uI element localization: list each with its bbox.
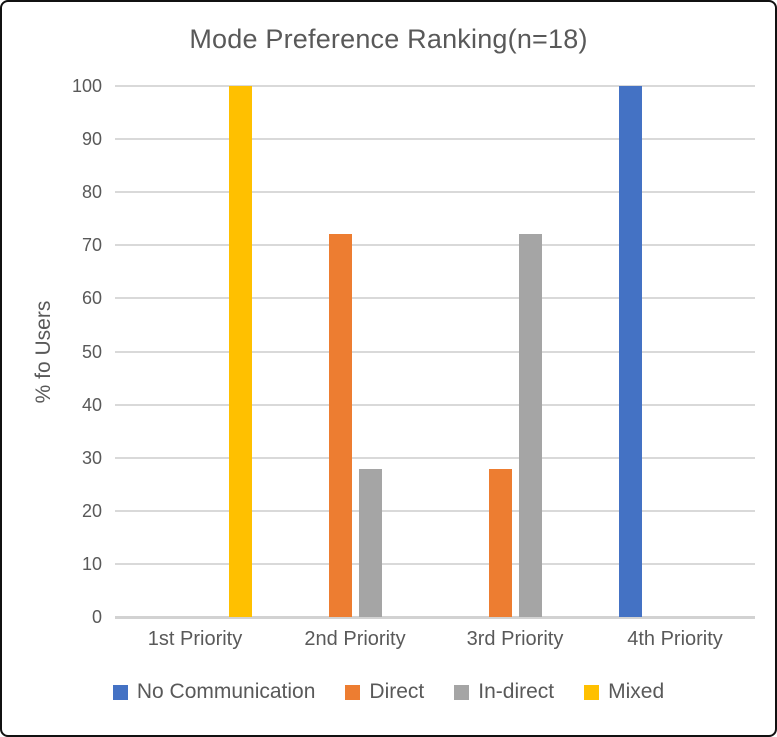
legend-item: Mixed (584, 680, 664, 704)
y-tick-label: 20 (81, 500, 102, 521)
y-tick-label: 80 (81, 182, 102, 203)
y-tick-label: 60 (81, 288, 102, 309)
y-tick-label: 50 (81, 341, 102, 362)
gridline (115, 191, 755, 194)
y-tick-label: 0 (91, 607, 102, 627)
x-axis-line (115, 615, 755, 619)
y-tick-label: 90 (81, 129, 102, 150)
gridline (115, 85, 755, 87)
legend-item: Direct (345, 680, 424, 704)
plot-area (115, 85, 755, 619)
chart-title: Mode Preference Ranking(n=18) (189, 24, 588, 54)
x-axis-labels: 1st Priority 2nd Priority 3rd Priority 4th … (115, 628, 755, 651)
x-tick-label: 1st Priority (147, 628, 243, 650)
gridline (115, 297, 755, 300)
y-tick-label: 30 (81, 447, 102, 468)
legend-label: In-direct (478, 680, 555, 703)
bar (328, 233, 352, 617)
gridline (115, 562, 755, 565)
legend-swatch-icon (345, 684, 361, 700)
legend-item: No Communication (112, 680, 316, 704)
legend-label: No Communication (136, 680, 316, 703)
legend-label: Direct (369, 680, 425, 703)
gridline (115, 350, 755, 353)
legend-label: Mixed (608, 680, 665, 703)
y-tick-label: 40 (81, 394, 102, 415)
gridline (115, 456, 755, 459)
y-tick-label: 10 (81, 553, 102, 574)
x-tick-label: 3rd Priority (466, 628, 564, 650)
x-tick-label: 4th Priority (627, 628, 723, 650)
bar (358, 469, 382, 617)
y-axis-ticks: 0 10 20 30 40 50 60 70 80 90 100 (38, 77, 102, 626)
bar (228, 86, 252, 617)
gridline (115, 403, 755, 406)
bar (618, 86, 642, 617)
legend-swatch-icon (454, 684, 470, 700)
legend-swatch-icon (112, 684, 128, 700)
bar (488, 469, 512, 617)
gridline (115, 138, 755, 141)
legend-swatch-icon (584, 684, 600, 700)
y-tick-label: 100 (71, 76, 102, 96)
x-tick-label: 2nd Priority (304, 628, 406, 650)
y-tick-label: 70 (81, 235, 102, 256)
legend: No Communication Direct In-direct Mixed (2, 680, 775, 704)
gridline (115, 244, 755, 247)
gridline (115, 509, 755, 512)
legend-item: In-direct (454, 680, 554, 704)
bar (518, 233, 542, 617)
